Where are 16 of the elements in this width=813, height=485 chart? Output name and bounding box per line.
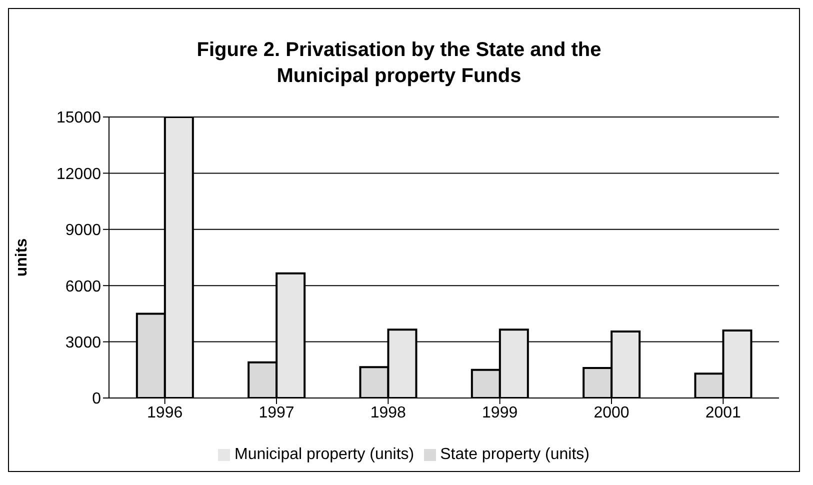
x-tick-label: 1998 [370, 404, 406, 422]
x-tick-label: 2000 [594, 404, 630, 422]
y-tick-label: 3000 [65, 334, 102, 352]
x-tick-label: 1997 [258, 404, 294, 422]
chart-title: Figure 2. Privatisation by the State and the Municipal property Funds [196, 38, 602, 89]
y-tick-label: 15000 [56, 110, 102, 127]
y-tick-label: 6000 [65, 278, 102, 296]
x-tick-label: 1999 [482, 404, 518, 422]
legend-label: State property (units) [440, 446, 590, 463]
y-tick-label: 12000 [56, 166, 102, 183]
x-tick-label: 1996 [147, 404, 183, 422]
y-tick-label: 0 [92, 390, 102, 408]
y-tick-label: 9000 [65, 222, 102, 240]
y-axis-title: units [14, 238, 31, 277]
legend-label: Municipal property (units) [234, 446, 414, 463]
x-tick-label: 2001 [705, 404, 742, 422]
